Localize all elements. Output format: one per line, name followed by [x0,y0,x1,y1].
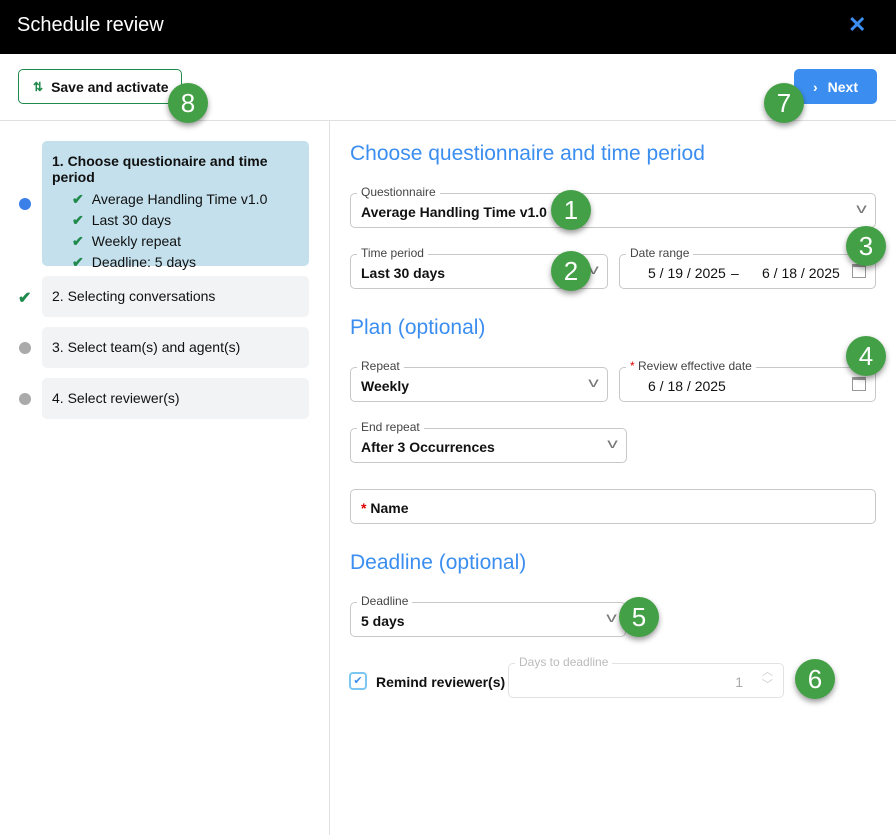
questionnaire-select[interactable]: Questionnaire Average Handling Time v1.0… [350,185,876,228]
annotation-badge: 8 [168,83,208,123]
annotation-badge: 3 [846,226,886,266]
name-placeholder: * Name [361,500,409,516]
step-summary-item: ✔ Average Handling Time v1.0 [72,191,268,207]
annotation-badge: 5 [619,597,659,637]
remind-label: Remind reviewer(s) [376,674,506,690]
save-label: Save and activate [51,78,169,95]
section-heading: Plan (optional) [350,316,486,339]
step-4[interactable]: 4. Select reviewer(s) [42,378,309,419]
check-icon: ✔ [72,254,84,270]
save-and-activate-button[interactable]: ⇅ Save and activate [18,69,182,104]
stepper-arrows-icon[interactable]: ︿ ﹀ [762,666,773,691]
check-icon: ✔ [72,233,84,249]
divider [329,120,330,835]
step-label: 2. Selecting conversations [52,288,216,304]
next-button[interactable]: › Next [794,69,877,104]
step-summary-item: ✔ Last 30 days [72,212,172,228]
field-label: Date range [626,246,694,260]
end-date[interactable]: 6 / 18 / 2025 [762,265,840,281]
close-icon[interactable]: ✕ [848,12,867,37]
field-label: Questionnaire [357,185,440,199]
deadline-select[interactable]: Deadline 5 days v [350,594,626,637]
remind-checkbox[interactable]: ✔ [349,672,367,690]
section-heading: Deadline (optional) [350,551,527,574]
field-label: Deadline [357,594,413,608]
divider [0,120,896,121]
calendar-icon[interactable] [852,377,866,391]
field-value: After 3 Occurrences [361,439,495,455]
step-label: 4. Select reviewer(s) [52,390,180,406]
section-heading: Choose questionnaire and time period [350,142,705,165]
annotation-badge: 4 [846,336,886,376]
step-summary-item: ✔ Weekly repeat [72,233,181,249]
field-value: 1 [735,674,743,690]
repeat-select[interactable]: Repeat Weekly v [350,359,608,402]
date-range-picker[interactable]: Date range 5 / 19 / 2025 – 6 / 18 / 2025 [619,246,876,289]
next-label: Next [827,78,859,95]
days-to-deadline-input[interactable]: Days to deadline 1 ︿ ﹀ [508,655,784,698]
step-2[interactable]: 2. Selecting conversations [42,276,309,317]
step-1[interactable]: 1. Choose questionaire and time period ✔… [42,141,309,270]
field-label: * Review effective date [626,359,756,373]
field-label: End repeat [357,420,424,434]
review-effective-date-picker[interactable]: * Review effective date 6 / 18 / 2025 [619,359,876,402]
calendar-icon[interactable] [852,264,866,278]
end-repeat-select[interactable]: End repeat After 3 Occurrences v [350,420,627,463]
start-date[interactable]: 5 / 19 / 2025 [648,265,726,281]
arrows-updown-icon: ⇅ [33,79,44,94]
check-icon: ✔ [72,212,84,228]
chevron-down-icon: v [607,435,618,451]
field-value: Average Handling Time v1.0 [361,204,547,220]
range-separator: – [731,265,739,281]
step-summary-item: ✔ Deadline: 5 days [72,254,197,270]
step-label: 1. Choose questionaire and time period [52,153,268,185]
field-value: 6 / 18 / 2025 [648,378,726,394]
field-value: 5 days [361,613,405,629]
step-3[interactable]: 3. Select team(s) and agent(s) [42,327,309,368]
check-icon: ✔ [72,191,84,207]
annotation-badge: 1 [551,190,591,230]
field-label: Days to deadline [515,655,613,669]
chevron-down-icon: v [606,609,617,625]
annotation-badge: 6 [795,659,835,699]
dialog-title: Schedule review [17,14,164,36]
field-label: Time period [357,246,428,260]
chevron-down-icon: v [588,374,599,390]
step-pending-dot [19,393,31,405]
chevron-right-icon: › [812,78,818,95]
chevron-down-icon: v [856,200,867,216]
field-value: Weekly [361,378,409,394]
name-input[interactable]: * Name [350,489,876,524]
field-label: Repeat [357,359,404,373]
title-bar: Schedule review ✕ [0,0,896,54]
check-icon: ✔ [18,290,32,307]
annotation-badge: 2 [551,251,591,291]
field-value: Last 30 days [361,265,446,281]
step-pending-dot [19,342,31,354]
step-current-dot [19,198,31,210]
annotation-badge: 7 [764,83,804,123]
step-label: 3. Select team(s) and agent(s) [52,339,241,355]
chevron-down-icon: v [588,261,599,277]
